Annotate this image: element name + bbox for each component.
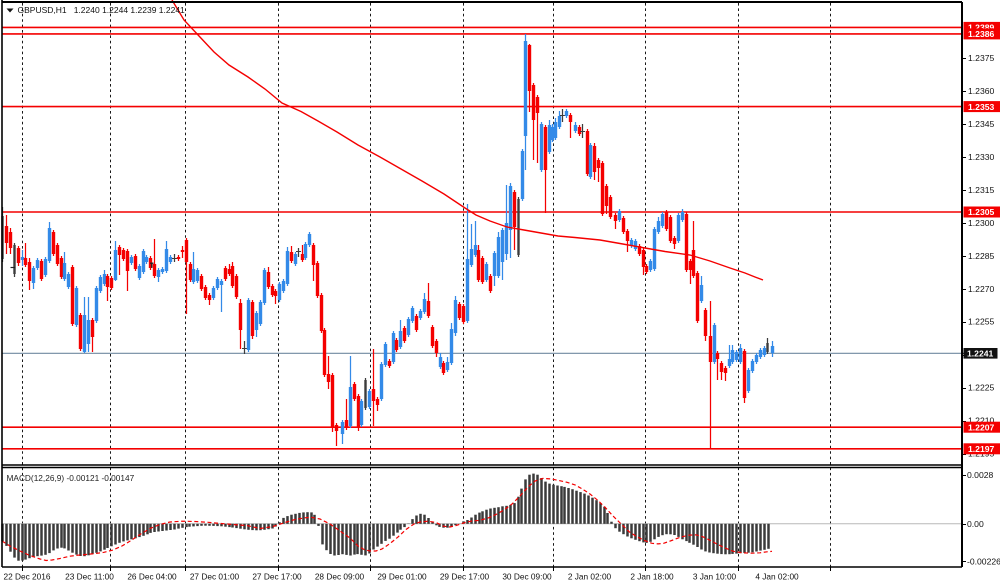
svg-text:0.00: 0.00 <box>967 519 984 529</box>
svg-text:1.2225: 1.2225 <box>968 383 995 393</box>
svg-text:1.2345: 1.2345 <box>968 119 995 129</box>
svg-text:1.2386: 1.2386 <box>968 29 995 39</box>
svg-text:1.2255: 1.2255 <box>968 317 995 327</box>
svg-text:1.2315: 1.2315 <box>968 185 995 195</box>
svg-text:1.2210: 1.2210 <box>968 416 995 426</box>
svg-text:1.2207: 1.2207 <box>968 422 995 432</box>
svg-text:27 Dec 17:00: 27 Dec 17:00 <box>252 572 302 582</box>
svg-text:3 Jan 10:00: 3 Jan 10:00 <box>693 572 737 582</box>
svg-text:26 Dec 04:00: 26 Dec 04:00 <box>127 572 177 582</box>
svg-text:1.2330: 1.2330 <box>968 152 995 162</box>
svg-text:23 Dec 11:00: 23 Dec 11:00 <box>65 572 114 582</box>
svg-text:22 Dec 2016: 22 Dec 2016 <box>3 572 50 582</box>
svg-text:1.2300: 1.2300 <box>968 218 995 228</box>
svg-text:1.2389: 1.2389 <box>968 23 995 33</box>
svg-text:1.2241: 1.2241 <box>967 349 994 359</box>
svg-text:1.2197: 1.2197 <box>968 444 995 454</box>
svg-text:4 Jan 02:00: 4 Jan 02:00 <box>755 572 799 582</box>
svg-text:1.2375: 1.2375 <box>968 53 995 63</box>
svg-text:1.2353: 1.2353 <box>968 102 995 112</box>
svg-text:2 Jan 02:00: 2 Jan 02:00 <box>568 572 612 582</box>
svg-text:30 Dec 09:00: 30 Dec 09:00 <box>502 572 552 582</box>
svg-text:1.2270: 1.2270 <box>968 284 995 294</box>
svg-text:GBPUSD,H1 1.2240 1.2244 1.22: GBPUSD,H1 1.2240 1.2244 1.2239 1.2241 <box>18 5 186 15</box>
svg-text:2 Jan 18:00: 2 Jan 18:00 <box>630 572 674 582</box>
svg-text:27 Dec 01:00: 27 Dec 01:00 <box>190 572 240 582</box>
svg-text:0.0028: 0.0028 <box>967 470 994 480</box>
svg-text:1.2360: 1.2360 <box>968 86 995 96</box>
svg-text:29 Dec 01:00: 29 Dec 01:00 <box>377 572 427 582</box>
svg-text:MACD(12,26,9) -0.00121 -0.0014: MACD(12,26,9) -0.00121 -0.00147 <box>7 473 135 483</box>
svg-text:-0.00226: -0.00226 <box>967 556 1000 566</box>
svg-text:1.2285: 1.2285 <box>968 251 995 261</box>
svg-text:29 Dec 17:00: 29 Dec 17:00 <box>440 572 490 582</box>
svg-text:28 Dec 09:00: 28 Dec 09:00 <box>315 572 365 582</box>
svg-text:1.2305: 1.2305 <box>968 207 995 217</box>
